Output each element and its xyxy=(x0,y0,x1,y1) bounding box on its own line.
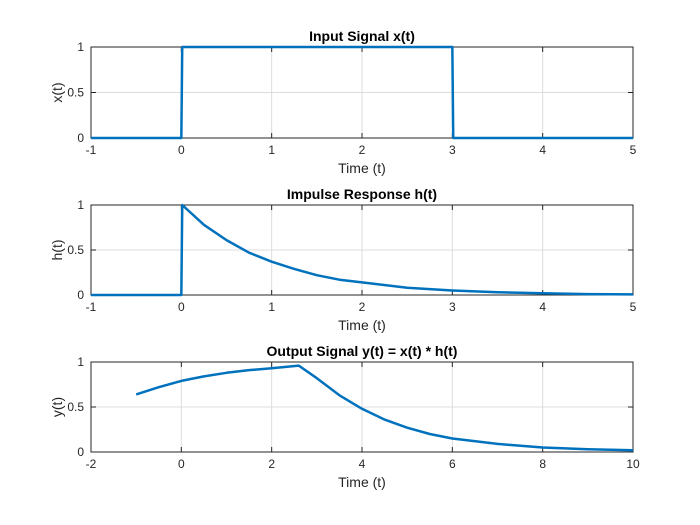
x-tick-label: 10 xyxy=(626,457,640,471)
x-tick-label: 6 xyxy=(449,457,456,471)
series-line xyxy=(135,364,634,452)
x-tick-label: 2 xyxy=(268,457,275,471)
y-tick-label: 0.5 xyxy=(67,243,84,257)
y-axis-label: h(t) xyxy=(49,240,65,261)
x-axis-label: Time (t) xyxy=(338,317,386,333)
x-tick-label: 4 xyxy=(359,457,366,471)
x-tick-label: -2 xyxy=(86,457,97,471)
x-tick-label: 1 xyxy=(268,143,275,157)
axes-box xyxy=(90,361,634,453)
x-tick-label: 2 xyxy=(359,300,366,314)
chart-title: Output Signal y(t) = x(t) * h(t) xyxy=(267,343,458,359)
x-tick-label: 4 xyxy=(539,300,546,314)
y-tick-label: 0 xyxy=(77,131,84,145)
chart-title: Impulse Response h(t) xyxy=(287,186,437,202)
y-tick-label: 1 xyxy=(77,40,84,54)
x-tick-label: 1 xyxy=(268,300,275,314)
y-axis-label: x(t) xyxy=(49,82,65,102)
x-tick-label: 5 xyxy=(630,143,637,157)
y-tick-label: 1 xyxy=(77,198,84,212)
y-axis-label: y(t) xyxy=(49,397,65,417)
x-tick-label: -1 xyxy=(86,300,97,314)
y-tick-label: 1 xyxy=(77,355,84,369)
x-tick-label: 0 xyxy=(178,457,185,471)
x-axis-label: Time (t) xyxy=(338,474,386,490)
series-line xyxy=(91,203,634,297)
y-tick-label: 0.5 xyxy=(67,86,84,100)
x-tick-label: 0 xyxy=(178,143,185,157)
y-tick-label: 0 xyxy=(77,288,84,302)
chart-title: Input Signal x(t) xyxy=(309,28,415,44)
x-tick-label: 0 xyxy=(178,300,185,314)
x-tick-label: 3 xyxy=(449,300,456,314)
x-tick-label: 8 xyxy=(539,457,546,471)
x-tick-label: -1 xyxy=(86,143,97,157)
x-tick-label: 5 xyxy=(630,300,637,314)
x-axis-label: Time (t) xyxy=(338,160,386,176)
y-tick-label: 0.5 xyxy=(67,400,84,414)
x-tick-label: 3 xyxy=(449,143,456,157)
y-tick-label: 0 xyxy=(77,445,84,459)
x-tick-label: 2 xyxy=(359,143,366,157)
series-line xyxy=(91,45,633,140)
axes-box xyxy=(90,204,634,296)
x-tick-label: 4 xyxy=(539,143,546,157)
